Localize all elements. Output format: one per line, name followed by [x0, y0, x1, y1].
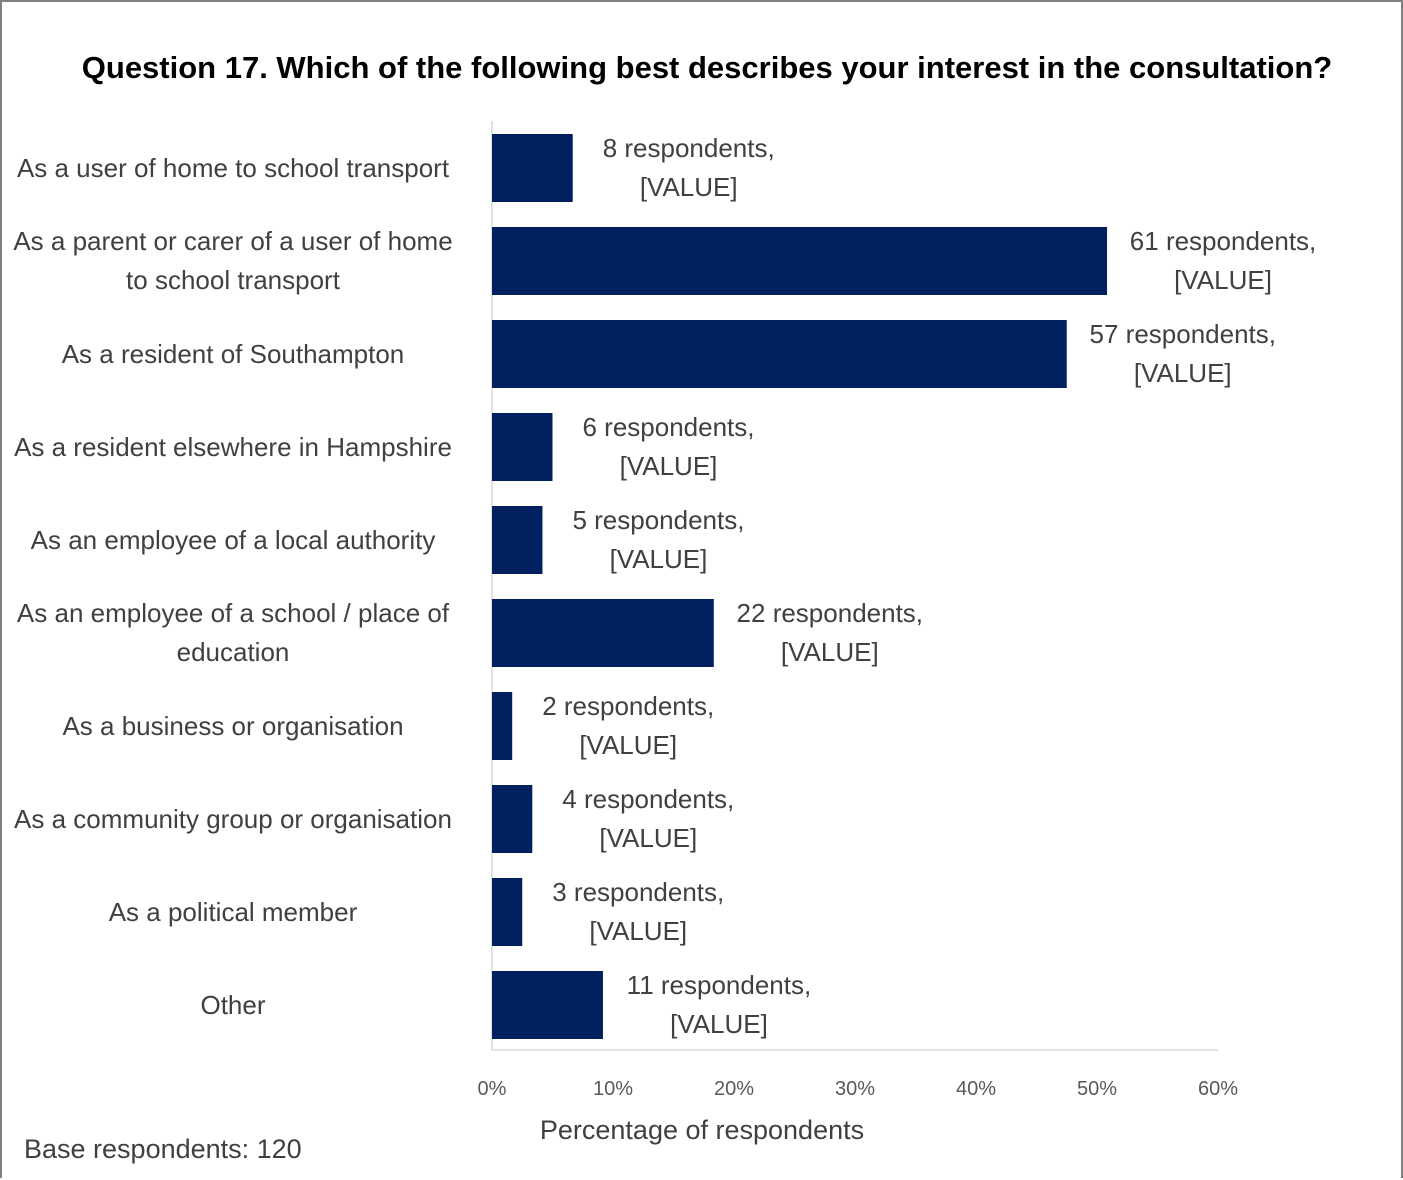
y-tick-label: As a community group or organisation	[14, 803, 452, 834]
y-tick-label: As a resident of Southampton	[61, 338, 405, 369]
y-tick-label: Other	[200, 989, 266, 1020]
y-tick-label: As an employee of a local authority	[30, 524, 436, 555]
x-tick-label: 40%	[955, 1078, 997, 1100]
bar	[492, 971, 603, 1039]
bar	[492, 506, 543, 574]
bar	[492, 599, 714, 667]
x-axis-label: Percentage of respondents	[539, 1115, 865, 1145]
data-label: 61 respondents, [VALUE]	[1129, 226, 1317, 295]
y-tick-label: As a political member	[108, 896, 358, 927]
x-tick-label: 20%	[713, 1078, 755, 1100]
data-label: 11 respondents, [VALUE]	[626, 970, 812, 1039]
data-label: 6 respondents, [VALUE]	[582, 412, 755, 481]
data-label: 4 respondents, [VALUE]	[562, 784, 735, 853]
x-tick-label: 0%	[477, 1078, 507, 1100]
y-tick-label: As a user of home to school transport	[16, 152, 450, 183]
x-tick-label: 50%	[1076, 1078, 1118, 1100]
bar	[492, 134, 573, 202]
bar	[492, 692, 513, 760]
data-label: 22 respondents, [VALUE]	[736, 598, 924, 667]
x-tick-label: 30%	[834, 1078, 876, 1100]
y-tick-label: As a parent or carer of a user of home t…	[13, 226, 453, 295]
bar	[492, 227, 1108, 295]
bar	[492, 320, 1067, 388]
bar	[492, 413, 553, 481]
data-label: 5 respondents, [VALUE]	[572, 505, 745, 574]
x-tick-label: 10%	[592, 1078, 634, 1100]
y-tick-label: As a business or organisation	[62, 710, 404, 741]
x-tick-label: 60%	[1197, 1078, 1239, 1100]
footnote: Base respondents: 120	[24, 1134, 302, 1164]
data-label: 2 respondents, [VALUE]	[542, 691, 715, 760]
bar	[492, 878, 523, 946]
y-tick-label: As a resident elsewhere in Hampshire	[14, 431, 452, 462]
y-tick-label: As an employee of a school / place of ed…	[16, 598, 450, 667]
chart-title: Question 17. Which of the following best…	[81, 50, 1333, 85]
data-label: 3 respondents, [VALUE]	[552, 877, 725, 946]
data-label: 8 respondents, [VALUE]	[602, 133, 775, 202]
data-label: 57 respondents, [VALUE]	[1089, 319, 1276, 388]
bar	[492, 785, 533, 853]
